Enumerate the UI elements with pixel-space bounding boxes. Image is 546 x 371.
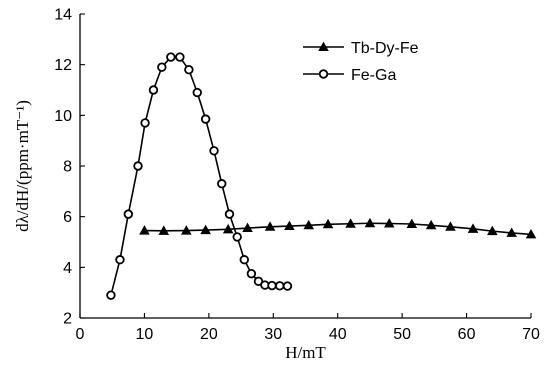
data-point-tb-dy-fe bbox=[139, 225, 150, 235]
data-point-tb-dy-fe bbox=[506, 227, 517, 237]
data-point-tb-dy-fe bbox=[181, 225, 192, 235]
data-point-fe-ga bbox=[209, 146, 219, 156]
data-point-fe-ga bbox=[239, 255, 249, 265]
data-point-tb-dy-fe bbox=[467, 223, 479, 233]
data-point-tb-dy-fe bbox=[525, 228, 537, 239]
data-point-fe-ga bbox=[200, 114, 211, 124]
series-line-tb-dy-fe bbox=[143, 222, 532, 236]
data-point-tb-dy-fe bbox=[264, 221, 276, 231]
data-point-tb-dy-fe bbox=[406, 218, 418, 229]
y-tick-label: 2 bbox=[63, 311, 72, 328]
data-point-tb-dy-fe bbox=[242, 222, 253, 233]
y-axis-title: dλ/dH/(ppm·mT⁻¹) bbox=[13, 100, 32, 232]
series-markers bbox=[106, 52, 537, 300]
x-tick-label: 30 bbox=[264, 326, 282, 343]
y-tick-label: 8 bbox=[63, 159, 72, 176]
data-point-fe-ga bbox=[282, 281, 293, 291]
y-tick-label: 4 bbox=[63, 260, 72, 277]
x-tick-label: 20 bbox=[200, 326, 218, 343]
data-point-fe-ga bbox=[267, 280, 277, 291]
data-point-fe-ga bbox=[192, 87, 202, 98]
data-point-tb-dy-fe bbox=[487, 225, 498, 236]
data-point-fe-ga bbox=[217, 179, 227, 189]
data-point-fe-ga bbox=[166, 52, 176, 62]
data-point-fe-ga bbox=[115, 255, 125, 265]
data-point-fe-ga bbox=[106, 290, 116, 300]
data-point-fe-ga bbox=[224, 209, 235, 219]
data-point-fe-ga bbox=[148, 85, 159, 95]
data-point-fe-ga bbox=[157, 62, 167, 72]
data-point-tb-dy-fe bbox=[303, 219, 315, 230]
x-tick-label: 40 bbox=[329, 326, 347, 343]
data-point-tb-dy-fe bbox=[284, 220, 295, 231]
data-point-fe-ga bbox=[232, 232, 242, 242]
data-point-tb-dy-fe bbox=[445, 221, 456, 231]
legend-label-fe-ga: Fe-Ga bbox=[351, 67, 396, 84]
x-tick-label: 50 bbox=[393, 326, 411, 343]
data-point-tb-dy-fe bbox=[200, 224, 211, 235]
data-point-tb-dy-fe bbox=[158, 225, 170, 235]
legend-marker-tb-dy-fe bbox=[318, 41, 329, 51]
y-tick-label: 12 bbox=[54, 57, 72, 74]
data-point-fe-ga bbox=[184, 65, 194, 75]
legend-marker-fe-ga bbox=[318, 69, 329, 79]
data-point-tb-dy-fe bbox=[345, 218, 356, 228]
x-tick-label: 10 bbox=[136, 326, 154, 343]
data-point-fe-ga bbox=[123, 209, 134, 219]
y-tick-label: 10 bbox=[54, 108, 72, 125]
data-point-fe-ga bbox=[246, 268, 257, 279]
y-tick-label: 14 bbox=[54, 7, 72, 24]
axes: 0 10 20 30 40 50 60 70 2 4 6 8 10 12 14 bbox=[54, 7, 540, 344]
data-point-fe-ga bbox=[140, 118, 150, 128]
x-tick-label: 70 bbox=[522, 326, 540, 343]
data-point-tb-dy-fe bbox=[322, 218, 334, 229]
legend: Tb-Dy-Fe Fe-Ga bbox=[303, 40, 419, 84]
data-point-tb-dy-fe bbox=[364, 217, 376, 228]
data-point-tb-dy-fe bbox=[383, 218, 395, 228]
x-axis-title: H/mT bbox=[285, 343, 326, 362]
data-point-fe-ga bbox=[275, 281, 285, 291]
legend-label-tb-dy-fe: Tb-Dy-Fe bbox=[351, 40, 419, 57]
x-tick-label: 0 bbox=[76, 326, 85, 343]
data-point-tb-dy-fe bbox=[222, 223, 234, 234]
x-tick-label: 60 bbox=[458, 326, 476, 343]
data-point-fe-ga bbox=[175, 52, 185, 62]
data-point-fe-ga bbox=[133, 161, 143, 171]
y-tick-label: 6 bbox=[63, 209, 72, 226]
data-point-tb-dy-fe bbox=[425, 219, 437, 230]
series-lines bbox=[110, 56, 532, 296]
